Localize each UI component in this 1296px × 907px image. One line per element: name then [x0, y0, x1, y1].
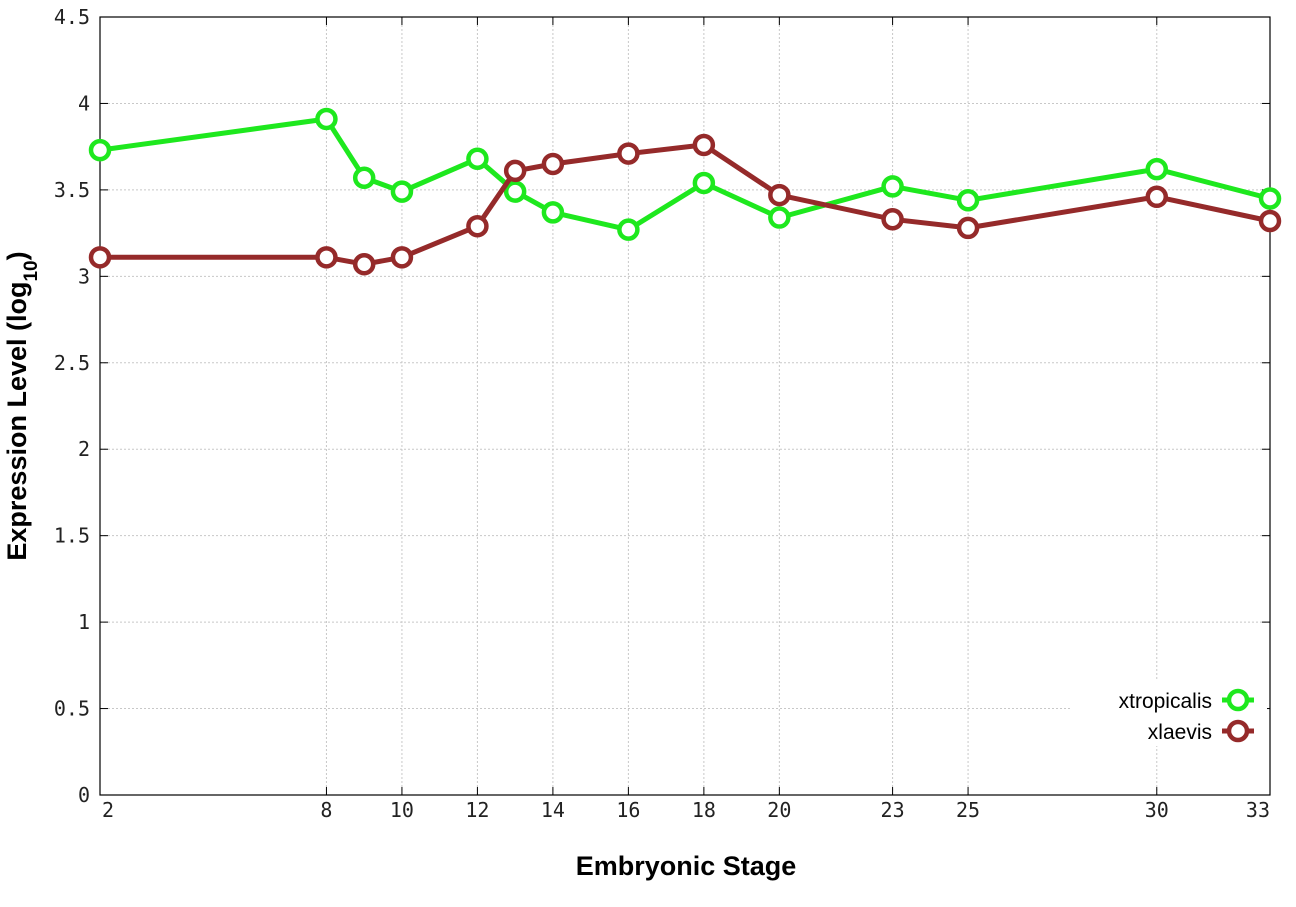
y-tick-label: 1.5 — [54, 524, 90, 548]
x-tick-label: 23 — [881, 798, 905, 822]
legend-label: xtropicalis — [1119, 690, 1212, 713]
data-point — [692, 133, 716, 157]
y-tick-label: 3 — [78, 264, 90, 288]
data-point — [352, 252, 376, 276]
y-axis-tick-labels: 0 0.5 1 1.5 2 2.5 3 3.5 4 4.5 — [54, 5, 90, 807]
x-tick-label: 8 — [320, 798, 332, 822]
y-tick-label: 1 — [78, 610, 90, 634]
data-point — [1145, 185, 1169, 209]
data-point — [1145, 157, 1169, 181]
y-tick-label: 4.5 — [54, 5, 90, 29]
y-tick-label: 4 — [78, 91, 90, 115]
grid-lines — [100, 17, 1270, 795]
series-line — [100, 142, 1271, 267]
series-lines — [88, 107, 1282, 276]
x-axis-tick-labels: 2 8 10 12 14 16 18 20 23 25 30 33 — [102, 798, 1270, 822]
y-tick-label: 2.5 — [54, 351, 90, 375]
legend-swatch-marker — [1226, 688, 1250, 712]
x-axis-title: Embryonic Stage — [576, 851, 797, 881]
legend-label: xlaevis — [1148, 721, 1212, 744]
x-tick-label: 2 — [102, 798, 114, 822]
data-point — [1258, 209, 1282, 233]
x-tick-label: 20 — [767, 798, 791, 822]
data-point — [617, 218, 640, 241]
x-tick-label: 18 — [692, 798, 716, 822]
axis-ticks — [99, 16, 1271, 796]
legend-item: xtropicalis — [1119, 688, 1254, 713]
data-point — [617, 142, 640, 165]
data-point — [768, 183, 791, 207]
data-point — [315, 107, 338, 131]
plot-frame — [99, 16, 1271, 796]
data-point — [541, 152, 565, 176]
y-axis-title: Expression Level (log10) — [2, 251, 42, 560]
y-axis-title-close: ) — [2, 251, 32, 260]
series-xlaevis — [88, 133, 1282, 276]
series-line — [99, 116, 1271, 233]
data-point — [88, 138, 112, 162]
data-point — [352, 166, 376, 190]
x-tick-label: 33 — [1246, 798, 1270, 822]
y-axis-title-subscript: 10 — [21, 260, 42, 281]
data-point — [466, 147, 489, 171]
y-axis-title-main: Expression Level (log — [2, 282, 32, 561]
data-point — [315, 246, 338, 269]
data-point — [1258, 187, 1282, 210]
y-tick-label: 0.5 — [54, 697, 90, 721]
x-tick-label: 25 — [956, 798, 980, 822]
data-point — [956, 216, 980, 240]
data-point — [88, 246, 112, 269]
data-point — [503, 180, 527, 203]
x-tick-label: 30 — [1145, 798, 1169, 822]
y-tick-label: 0 — [78, 783, 90, 807]
data-point — [881, 208, 904, 231]
x-tick-label: 10 — [390, 798, 414, 822]
data-point — [390, 246, 414, 269]
x-tick-label: 12 — [465, 798, 489, 822]
data-point — [541, 201, 565, 224]
data-point — [692, 171, 716, 195]
series-xtropicalis — [88, 107, 1282, 241]
legend-item: xlaevis — [1148, 719, 1254, 744]
x-tick-label: 16 — [616, 798, 640, 822]
x-tick-label: 14 — [541, 798, 565, 822]
legend: xtropicalis xlaevis — [1072, 680, 1267, 746]
data-point — [503, 159, 527, 183]
data-point — [956, 189, 980, 212]
data-point — [466, 214, 489, 238]
legend-swatch-marker — [1226, 719, 1250, 743]
data-point — [881, 175, 904, 198]
y-tick-label: 2 — [78, 437, 90, 461]
y-tick-label: 3.5 — [54, 178, 90, 202]
data-point — [390, 180, 414, 203]
data-point — [768, 206, 791, 229]
